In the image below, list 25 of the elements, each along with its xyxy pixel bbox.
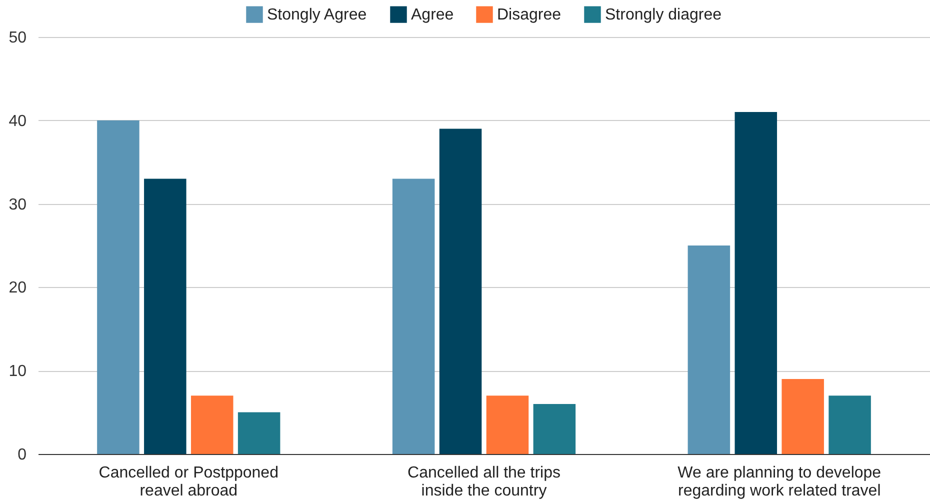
bar	[97, 120, 140, 454]
legend-label: Agree	[411, 6, 454, 24]
y-tick-label: 20	[8, 280, 27, 297]
y-tick-label: 10	[8, 363, 27, 380]
y-tick-label: 50	[8, 30, 27, 46]
bar	[486, 396, 529, 454]
bar	[439, 128, 482, 454]
legend-label: Strongly diagree	[605, 6, 722, 24]
bar	[144, 178, 186, 454]
legend-label: Disagree	[497, 6, 562, 24]
y-tick-label: 0	[18, 446, 27, 464]
bar	[734, 112, 778, 454]
bar	[782, 378, 824, 454]
bar	[238, 412, 280, 454]
x-tick-label: Cancelled or Postpponed reavel abroad	[98, 464, 278, 500]
bar	[828, 396, 871, 454]
y-tick-label: 30	[8, 196, 27, 214]
bar	[190, 396, 234, 454]
bar	[688, 246, 730, 454]
bar	[392, 178, 435, 454]
bar	[533, 404, 576, 454]
legend-label: Stongly Agree	[267, 6, 367, 24]
x-tick-label: We are planning to develope regarding work related travel	[678, 464, 882, 500]
y-tick-label: 40	[8, 112, 27, 130]
x-tick-label: Cancelled all the trips inside the country	[408, 464, 560, 500]
